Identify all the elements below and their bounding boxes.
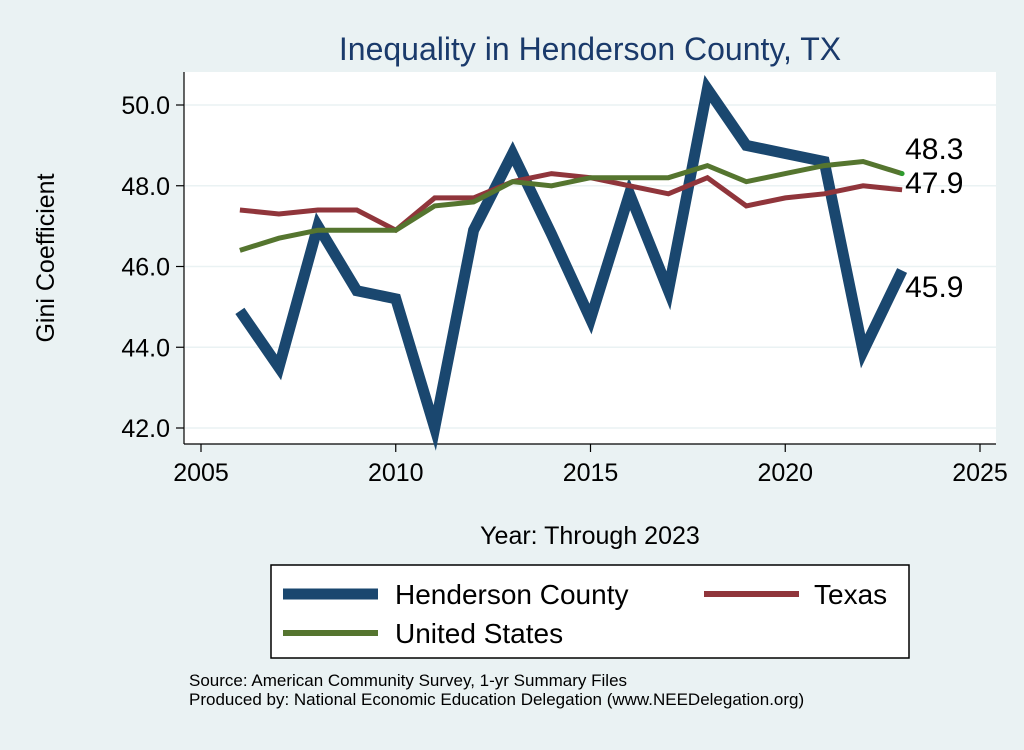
y-axis-label: Gini Coefficient (32, 173, 60, 342)
series-line-united-states (239, 158, 903, 253)
x-tick-label: 2005 (173, 459, 229, 487)
legend-label-united-states: United States (395, 618, 563, 649)
end-labels: 45.9 47.948.3 (899, 133, 963, 304)
x-tick-label: 2025 (952, 459, 1008, 487)
source-note: Source: American Community Survey, 1-yr … (189, 671, 804, 709)
legend-box (270, 564, 910, 659)
producer-line: Produced by: National Economic Education… (189, 690, 805, 709)
x-tick-label: 2010 (368, 459, 424, 487)
x-tick-label: 2020 (757, 459, 813, 487)
legend: Henderson County Texas United States (270, 564, 910, 659)
y-axis-ticks: 42.0 44.0 46.0 48.0 50.0 (121, 92, 184, 443)
legend-label-texas: Texas (814, 579, 887, 610)
gridlines (185, 104, 996, 429)
x-axis-ticks: 2005 2010 2015 2020 2025 (173, 444, 1008, 487)
series-lines (235, 74, 908, 451)
y-tick-label: 50.0 (121, 92, 170, 120)
end-label-united-states: 48.3 (905, 133, 963, 166)
series-line-texas (239, 171, 903, 234)
legend-label-henderson: Henderson County (395, 579, 628, 610)
y-tick-label: 42.0 (121, 415, 170, 443)
chart-title: Inequality in Henderson County, TX (339, 31, 841, 67)
x-axis-label: Year: Through 2023 (480, 522, 700, 550)
plot-area (184, 72, 996, 444)
source-line: Source: American Community Survey, 1-yr … (189, 671, 628, 690)
end-point-marker (899, 171, 905, 177)
x-tick-label: 2015 (563, 459, 619, 487)
y-tick-label: 48.0 (121, 173, 170, 201)
y-tick-label: 44.0 (121, 334, 170, 362)
series-line-henderson-county (235, 74, 908, 451)
end-label-texas: 47.9 (905, 167, 963, 200)
end-label-henderson-county: 45.9 (905, 271, 963, 304)
y-tick-label: 46.0 (121, 254, 170, 282)
